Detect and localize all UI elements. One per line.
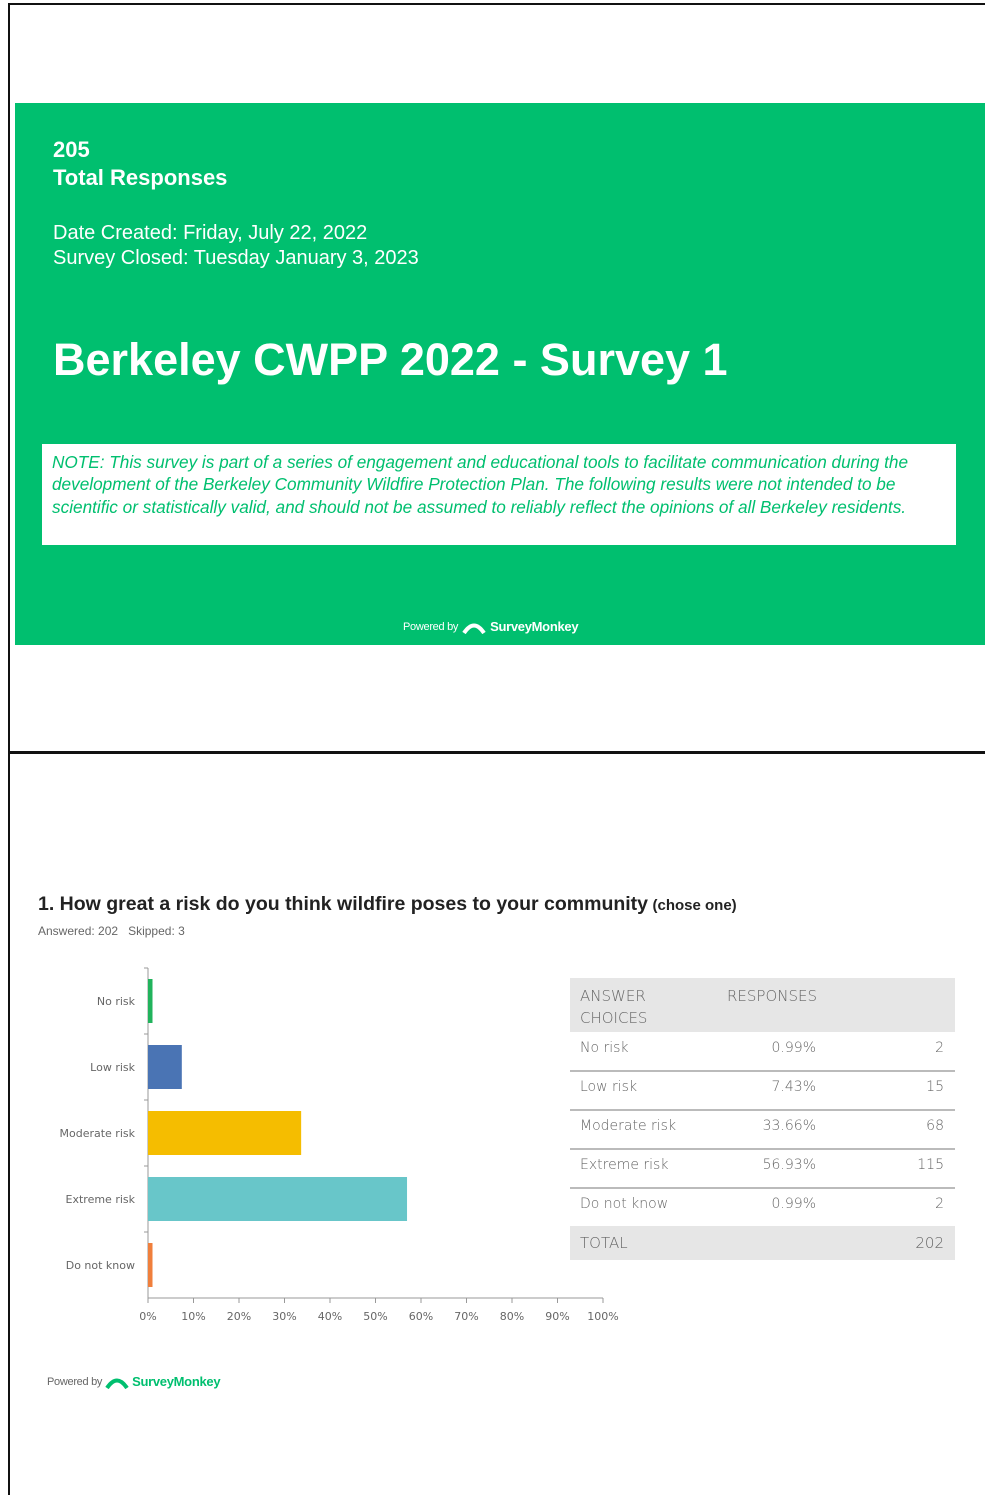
cover-title: Berkeley CWPP 2022 - Survey 1 (53, 334, 728, 385)
row-separator (570, 1070, 955, 1072)
x-tick-label: 30% (272, 1310, 296, 1323)
x-tick-label: 60% (409, 1310, 433, 1323)
y-tick-label: No risk (97, 995, 136, 1008)
bar (148, 1111, 302, 1155)
date-created: Date Created: Friday, July 22, 2022 (53, 222, 368, 244)
y-tick-label: Do not know (66, 1259, 135, 1272)
header-cell: RESPONSES (727, 987, 818, 1005)
bar (148, 1243, 153, 1287)
total-bg (570, 1226, 955, 1260)
row-separator (570, 1187, 955, 1189)
cell: 33.66% (762, 1118, 816, 1134)
chart: 0% 10% 20% 30% 40% 50% 60% 70% 80% 90% 100% No risk… (60, 967, 619, 1323)
response-label: Total Responses (53, 165, 228, 190)
y-tick-label: Extreme risk (66, 1193, 136, 1206)
survey-closed: Survey Closed: Tuesday January 3, 2023 (53, 247, 419, 269)
logo (105, 1378, 129, 1389)
question-title: 1. How great a risk do you think wildfir… (38, 893, 649, 915)
cell: No risk (580, 1040, 629, 1056)
x-tick-label: 10% (181, 1310, 205, 1323)
x-tick-label: 70% (454, 1310, 478, 1323)
cell: 0.99% (771, 1040, 816, 1056)
y-tick-label: Moderate risk (60, 1127, 136, 1140)
page2-frame (8, 752, 10, 1495)
cell: 2 (935, 1196, 944, 1212)
x-tick-label: 20% (227, 1310, 251, 1323)
row-separator (570, 1109, 955, 1111)
logo (462, 623, 486, 634)
response-count: 205 (53, 137, 90, 162)
page-powered: Powered by SurveyMonkey (47, 1374, 221, 1389)
question-title-row: 1. How great a risk do you think wildfir… (38, 893, 737, 916)
cover-powered: Powered by SurveyMonkey (403, 619, 579, 634)
cell: 68 (926, 1118, 944, 1134)
bar (148, 1177, 408, 1221)
answered: Answered: 202 (38, 924, 119, 938)
cell: Do not know (580, 1196, 669, 1212)
cell: Low risk (580, 1079, 638, 1095)
cell: 2 (935, 1040, 944, 1056)
y-tick-label: Low risk (90, 1061, 135, 1074)
note: NOTE: This survey is part of a series of… (52, 452, 909, 517)
bar (148, 1045, 182, 1089)
powered-by: Powered by (47, 1375, 103, 1388)
cell: Extreme risk (580, 1157, 669, 1173)
x-tick-label: 90% (545, 1310, 569, 1323)
cell: 7.43% (771, 1079, 816, 1095)
powered-by: Powered by (403, 620, 459, 633)
header-cell: ANSWER CHOICES (580, 987, 648, 1027)
x-tick-label: 50% (363, 1310, 387, 1323)
cell: Moderate risk (580, 1118, 677, 1134)
brand: SurveyMonkey (132, 1374, 221, 1389)
cell: 15 (926, 1079, 944, 1095)
header-bg (570, 978, 955, 1032)
question-hint: (chose one) (652, 897, 737, 914)
x-tick-label: 0% (139, 1310, 156, 1323)
cell: 0.99% (771, 1196, 816, 1212)
answer-stats: Answered: 202 Skipped: 3 (38, 924, 185, 938)
x-tick-label: 80% (500, 1310, 524, 1323)
bar (148, 979, 153, 1023)
total-value: 202 (915, 1234, 944, 1252)
brand: SurveyMonkey (490, 619, 579, 634)
note-box: NOTE: This survey is part of a series of… (42, 444, 956, 545)
page1-frame (8, 3, 985, 754)
skipped: Skipped: 3 (128, 924, 185, 938)
cell: 115 (917, 1157, 944, 1173)
cell: 56.93% (762, 1157, 816, 1173)
results-table: ANSWER CHOICES RESPONSES No risk 0.99% 2 Low … (570, 978, 955, 1260)
x-tick-label: 100% (587, 1310, 618, 1323)
cover-panel (15, 103, 985, 645)
row-separator (570, 1148, 955, 1150)
x-tick-label: 40% (318, 1310, 342, 1323)
total-label: TOTAL (580, 1234, 628, 1252)
